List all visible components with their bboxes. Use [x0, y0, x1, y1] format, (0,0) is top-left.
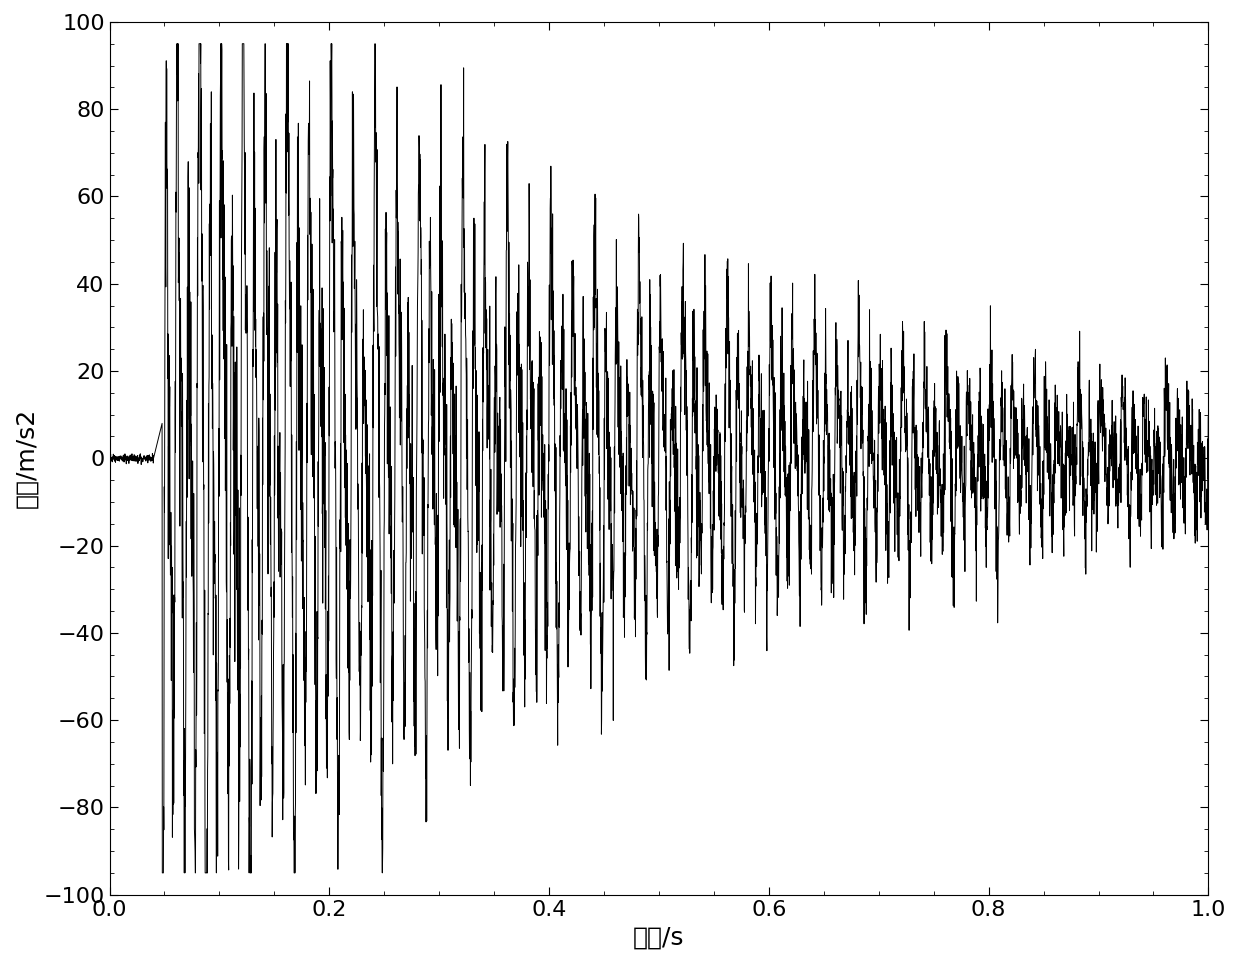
- X-axis label: 时间/s: 时间/s: [634, 925, 684, 950]
- Y-axis label: 振动/m/s2: 振动/m/s2: [14, 408, 38, 508]
